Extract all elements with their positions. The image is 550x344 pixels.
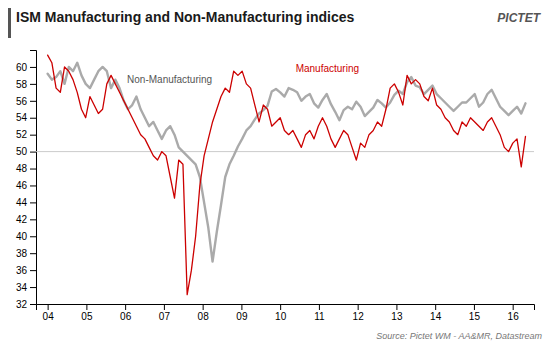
- y-tick: 42: [16, 214, 36, 225]
- x-tick-mark: [474, 304, 475, 310]
- y-tick-mark: [30, 202, 36, 203]
- x-tick: 10: [275, 304, 287, 322]
- x-tick: 05: [81, 304, 93, 322]
- x-tick-label: 07: [159, 311, 171, 322]
- x-tick-label: 12: [353, 311, 365, 322]
- x-tick-mark: [241, 304, 242, 310]
- y-tick: 54: [16, 112, 36, 123]
- y-tick-mark: [30, 169, 36, 170]
- series-label: Non-Manufacturing: [127, 74, 212, 85]
- y-tick-label: 42: [16, 214, 28, 225]
- x-tick-label: 06: [120, 311, 132, 322]
- x-tick-label: 11: [314, 311, 325, 322]
- y-axis: 32 34 36 38 40 42 44 46 48 50 52 54 56 58 60: [16, 51, 37, 310]
- y-tick-label: 52: [16, 129, 28, 140]
- series-line: [48, 55, 526, 295]
- y-tick-mark: [30, 135, 36, 136]
- y-tick: 34: [16, 282, 36, 293]
- y-tick: 60: [16, 62, 36, 73]
- y-tick-label: 38: [16, 248, 28, 259]
- y-tick-label: 48: [16, 163, 28, 174]
- reference-line: [36, 151, 534, 152]
- plot-area: [36, 55, 534, 295]
- y-tick-mark: [30, 67, 36, 68]
- x-tick-mark: [203, 304, 204, 310]
- x-tick: 12: [353, 304, 365, 322]
- title-bar: [8, 8, 11, 38]
- y-tick-label: 54: [16, 112, 28, 123]
- y-tick-mark: [30, 185, 36, 186]
- y-tick-label: 34: [16, 282, 28, 293]
- y-tick-label: 36: [16, 265, 28, 276]
- y-tick-mark: [30, 304, 36, 305]
- y-tick-mark: [30, 84, 36, 85]
- y-tick-label: 40: [16, 231, 28, 242]
- source: Source: Pictet WM - AA&MR, Datastream: [376, 331, 542, 341]
- y-tick-mark: [30, 270, 36, 271]
- x-tick: 15: [469, 304, 481, 322]
- x-tick-mark: [125, 304, 126, 310]
- y-tick-mark: [30, 118, 36, 119]
- x-tick: 14: [430, 304, 442, 322]
- y-tick: 44: [16, 197, 36, 208]
- x-tick-label: 04: [43, 311, 55, 322]
- x-tick: 13: [391, 304, 403, 322]
- y-tick-mark: [30, 253, 36, 254]
- x-tick-mark: [280, 304, 281, 310]
- y-tick-label: 44: [16, 197, 28, 208]
- y-tick: 52: [16, 129, 36, 140]
- x-tick-label: 10: [275, 311, 287, 322]
- x-tick-mark: [358, 304, 359, 310]
- x-tick-label: 05: [81, 311, 93, 322]
- x-tick: 06: [120, 304, 132, 322]
- x-axis: 04 05 06 07 08 09 10 11 12 13 14 15 16: [37, 304, 535, 322]
- y-tick: 38: [16, 248, 36, 259]
- y-tick: 56: [16, 96, 36, 107]
- y-tick-mark: [30, 219, 36, 220]
- x-tick-mark: [319, 304, 320, 310]
- x-tick: 11: [314, 304, 325, 322]
- brand-label: PICTET: [497, 11, 541, 25]
- x-tick-mark: [435, 304, 436, 310]
- x-tick-mark: [48, 304, 49, 310]
- y-tick: 48: [16, 163, 36, 174]
- x-tick-label: 15: [469, 311, 481, 322]
- series-label: Manufacturing: [296, 63, 359, 74]
- x-tick: 08: [198, 304, 210, 322]
- y-tick: 40: [16, 231, 36, 242]
- y-tick-label: 56: [16, 96, 28, 107]
- x-tick: 09: [236, 304, 248, 322]
- y-tick-mark: [30, 152, 36, 153]
- y-tick: 46: [16, 180, 36, 191]
- x-tick-mark: [513, 304, 514, 310]
- y-tick-mark: [30, 236, 36, 237]
- y-tick-label: 60: [16, 62, 28, 73]
- y-tick-label: 58: [16, 79, 28, 90]
- y-tick-mark: [30, 101, 36, 102]
- chart: ISM Manufacturing and Non-Manufacturing …: [0, 0, 550, 344]
- title: ISM Manufacturing and Non-Manufacturing …: [16, 9, 355, 25]
- x-tick-label: 08: [198, 311, 210, 322]
- x-tick-label: 13: [391, 311, 403, 322]
- y-tick: 36: [16, 265, 36, 276]
- x-axis-line: [37, 305, 535, 311]
- y-tick: 58: [16, 79, 36, 90]
- y-axis-line: [30, 51, 37, 305]
- y-tick-label: 50: [16, 146, 28, 157]
- y-tick: 32: [16, 299, 36, 310]
- x-tick: 16: [508, 304, 520, 322]
- x-tick-label: 14: [430, 311, 442, 322]
- x-tick-mark: [396, 304, 397, 310]
- y-tick-label: 32: [16, 299, 28, 310]
- y-tick: 50: [16, 146, 36, 157]
- x-tick: 04: [43, 304, 55, 322]
- x-tick: 07: [159, 304, 171, 322]
- x-tick-label: 09: [236, 311, 248, 322]
- x-tick-label: 16: [508, 311, 520, 322]
- x-tick-mark: [164, 304, 165, 310]
- y-tick-label: 46: [16, 180, 28, 191]
- y-tick-mark: [30, 287, 36, 288]
- x-tick-mark: [86, 304, 87, 310]
